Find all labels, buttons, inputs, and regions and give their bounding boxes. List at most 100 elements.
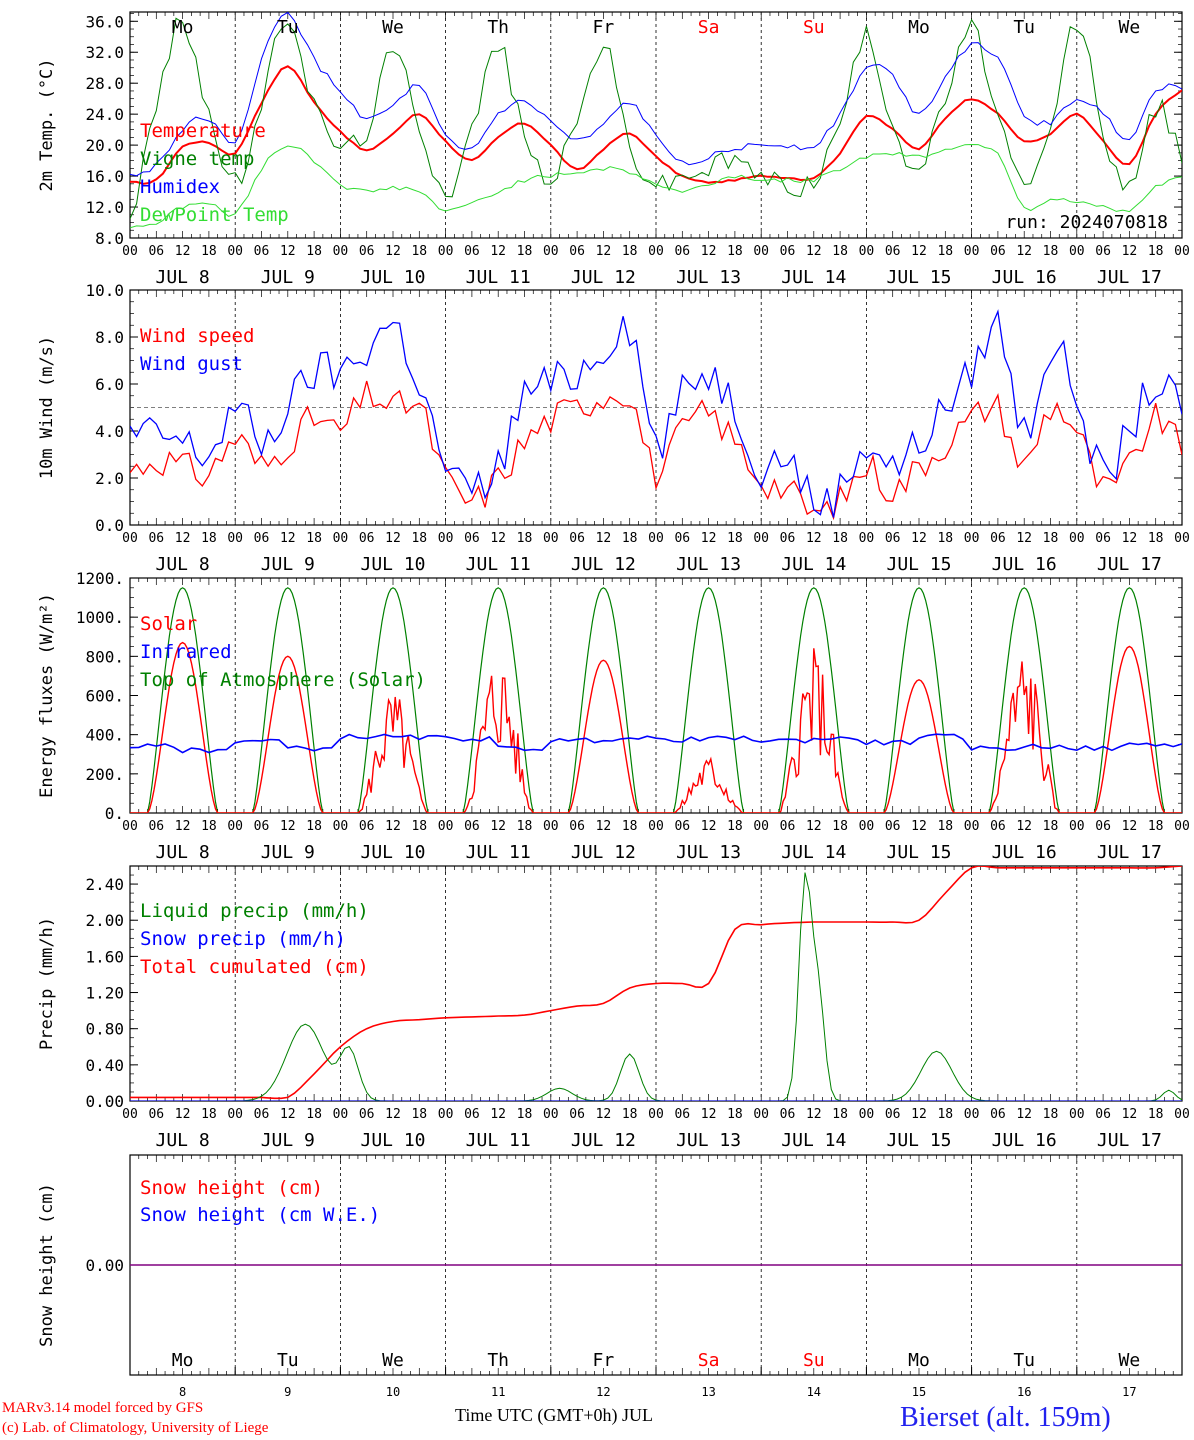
x-hour-label: 06 [359,1107,375,1122]
x-hour-label: 00 [438,1107,454,1122]
day-name-label: Su [803,17,825,38]
panel-1: 8.0 12.0 16.0 20.0 24.0 28.0 32.0 36.0 2m Temp. … [37,11,1190,288]
x-hour-label: 12 [280,1107,296,1122]
x-hour-label: 18 [937,531,953,546]
legend-entry: Wind gust [140,353,243,375]
series-line-vigne-temp [130,17,1182,220]
x-date-label: JUL 17 [1097,554,1162,575]
day-name-label: Mo [908,17,930,38]
x-hour-label: 06 [780,531,796,546]
x-hour-label: 12 [596,531,612,546]
x-hour-label: 06 [1095,531,1111,546]
x-hour-label: 18 [1043,819,1059,834]
day-number-label: 15 [912,1385,926,1399]
series-line-top-of-atmosphere [130,587,1182,813]
x-hour-label: 06 [254,819,270,834]
x-hour-label: 06 [990,244,1006,259]
day-number-label: 16 [1017,1385,1031,1399]
x-date-label: JUL 14 [781,1130,846,1151]
x-hour-label: 12 [175,531,191,546]
x-hour-label: 12 [596,244,612,259]
x-hour-label: 00 [1069,819,1085,834]
x-hour-label: 18 [1148,1107,1164,1122]
x-hour-label: 12 [806,1107,822,1122]
y-tick-label: 1.60 [85,947,124,966]
x-hour-label: 18 [622,1107,638,1122]
x-hour-label: 00 [648,1107,664,1122]
x-hour-label: 18 [517,819,533,834]
x-date-label: JUL 10 [360,554,425,575]
x-hour-label: 12 [385,531,401,546]
y-tick-label: 32.0 [85,43,124,62]
x-hour-label: 12 [280,244,296,259]
x-date-label: JUL 8 [156,842,210,863]
x-hour-label: 18 [937,819,953,834]
day-name-label: Mo [908,1350,930,1371]
x-hour-label: 06 [359,531,375,546]
x-hour-label: 12 [806,244,822,259]
x-hour-label: 00 [543,531,559,546]
legend-entry: Infrared [140,641,232,663]
x-hour-label: 12 [1122,244,1138,259]
x-hour-label: 00 [753,1107,769,1122]
model-credit: MARv3.14 model forced by GFS [2,1400,204,1416]
x-date-label: JUL 11 [466,842,531,863]
x-hour-label: 18 [832,531,848,546]
x-hour-label: 06 [569,819,585,834]
x-hour-label: 06 [990,531,1006,546]
x-hour-label: 00 [333,819,349,834]
x-hour-label: 18 [517,244,533,259]
x-axis-title: Time UTC (GMT+0h) JUL [455,1405,653,1425]
x-hour-label: 12 [175,819,191,834]
x-date-label: JUL 13 [676,842,741,863]
x-hour-label: 12 [490,244,506,259]
x-hour-label: 00 [438,531,454,546]
x-hour-label: 12 [1016,244,1032,259]
x-hour-label: 06 [148,244,164,259]
legend-entry: Vigne temp [140,148,254,170]
legend-entry: Humidex [140,176,220,198]
x-date-label: JUL 8 [156,1130,210,1151]
x-hour-label: 06 [990,1107,1006,1122]
x-date-label: JUL 12 [571,1130,636,1151]
legend-entry: DewPoint Temp [140,204,289,226]
x-hour-label: 18 [832,244,848,259]
y-tick-label: 400. [85,726,124,745]
x-hour-label: 06 [674,1107,690,1122]
x-hour-label: 12 [701,531,717,546]
series-line-liquid-precip [130,872,1182,1101]
day-name-label: We [382,17,404,38]
y-tick-label: 600. [85,687,124,706]
day-number-label: 17 [1122,1385,1136,1399]
x-hour-label: 18 [1148,244,1164,259]
x-date-label: JUL 9 [261,1130,315,1151]
x-date-label: JUL 16 [992,554,1057,575]
x-hour-label: 06 [254,244,270,259]
x-date-label: JUL 17 [1097,267,1162,288]
x-hour-label: 06 [254,531,270,546]
legend-entry: Total cumulated (cm) [140,956,369,978]
x-hour-label: 06 [885,1107,901,1122]
x-hour-label: 18 [201,244,217,259]
x-hour-label: 00 [859,531,875,546]
x-hour-label: 00 [543,1107,559,1122]
x-hour-label: 12 [280,819,296,834]
day-name-label: Sa [698,17,720,38]
day-name-label: We [1119,1350,1141,1371]
x-date-label: JUL 11 [466,554,531,575]
day-name-label: Sa [698,1350,720,1371]
x-hour-label: 06 [569,1107,585,1122]
y-tick-label: 0.00 [85,1092,124,1111]
x-hour-label: 12 [490,1107,506,1122]
day-number-label: 14 [807,1385,821,1399]
x-hour-label: 00 [964,1107,980,1122]
x-hour-label: 18 [201,1107,217,1122]
x-hour-label: 00 [648,244,664,259]
x-hour-label: 06 [885,819,901,834]
x-hour-label: 12 [1016,531,1032,546]
day-number-label: 10 [386,1385,400,1399]
y-tick-label: 12.0 [85,198,124,217]
x-hour-label: 06 [569,244,585,259]
x-hour-label: 18 [306,1107,322,1122]
day-number-label: 9 [284,1385,291,1399]
